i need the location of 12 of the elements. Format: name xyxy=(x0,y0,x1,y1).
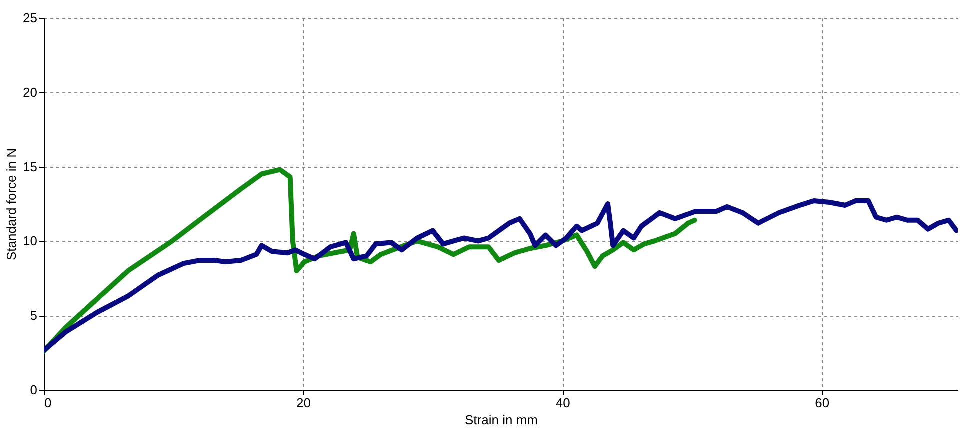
y-tick-label: 10 xyxy=(23,234,38,249)
x-tick-label: 40 xyxy=(556,396,570,410)
y-tick-label: 5 xyxy=(30,308,38,324)
x-tick-label: 0 xyxy=(44,396,52,410)
y-tick-label: 0 xyxy=(30,382,38,398)
y-tick-label: 20 xyxy=(23,84,38,100)
x-tick-label: 20 xyxy=(296,396,312,410)
y-tick-label: 25 xyxy=(23,10,38,26)
x-axis-title: Strain in mm xyxy=(465,412,538,428)
x-tick-label: 60 xyxy=(815,396,830,410)
y-tick-label: 15 xyxy=(23,159,38,174)
y-axis-title: Standard force in N xyxy=(4,148,20,261)
